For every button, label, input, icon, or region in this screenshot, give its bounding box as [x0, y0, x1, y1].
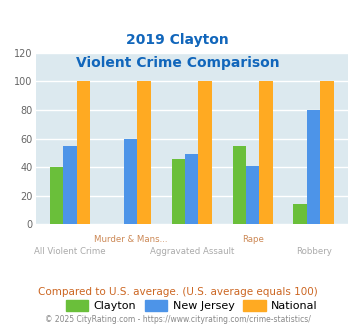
- Bar: [63, 146, 77, 224]
- Bar: [171, 159, 185, 224]
- Bar: [294, 204, 307, 224]
- Text: Violent Crime Comparison: Violent Crime Comparison: [76, 56, 279, 70]
- Text: Compared to U.S. average. (U.S. average equals 100): Compared to U.S. average. (U.S. average …: [38, 287, 317, 297]
- Text: All Violent Crime: All Violent Crime: [34, 247, 106, 256]
- Bar: [77, 82, 90, 224]
- Bar: [307, 110, 320, 224]
- Bar: [124, 139, 137, 224]
- Bar: [137, 82, 151, 224]
- Text: Murder & Mans...: Murder & Mans...: [94, 235, 168, 244]
- Bar: [260, 82, 273, 224]
- Text: © 2025 CityRating.com - https://www.cityrating.com/crime-statistics/: © 2025 CityRating.com - https://www.city…: [45, 315, 310, 324]
- Text: Aggravated Assault: Aggravated Assault: [149, 247, 234, 256]
- Text: 2019 Clayton: 2019 Clayton: [126, 33, 229, 47]
- Bar: [198, 82, 212, 224]
- Bar: [50, 167, 63, 224]
- Bar: [320, 82, 334, 224]
- Legend: Clayton, New Jersey, National: Clayton, New Jersey, National: [61, 295, 322, 315]
- Bar: [233, 146, 246, 224]
- Text: Robbery: Robbery: [296, 247, 332, 256]
- Bar: [185, 154, 198, 224]
- Text: Rape: Rape: [242, 235, 263, 244]
- Bar: [246, 166, 260, 224]
